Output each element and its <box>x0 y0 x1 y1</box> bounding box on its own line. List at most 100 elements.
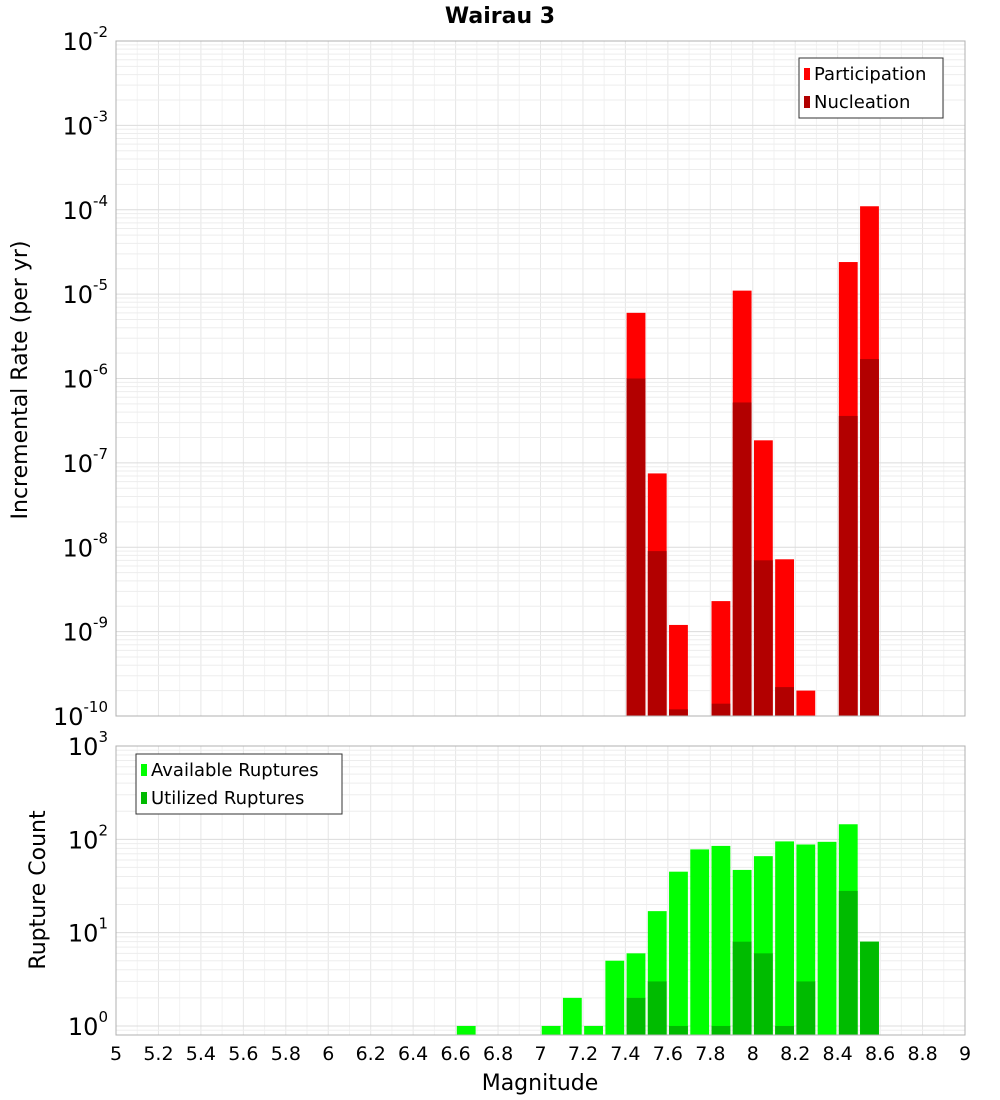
y-tick-label: 10-4 <box>62 192 108 225</box>
bar <box>711 845 731 1035</box>
y-tick-exponent: -4 <box>93 192 108 210</box>
bar <box>669 709 688 716</box>
bar <box>775 687 794 716</box>
x-axis-label: Magnitude <box>482 1071 599 1096</box>
x-tick-label: 7 <box>534 1043 546 1065</box>
y-tick-label: 10-9 <box>62 614 108 647</box>
bar <box>775 841 794 1035</box>
legend-1: Participation Nucleation <box>798 57 944 119</box>
x-tick-label: 5.8 <box>271 1043 301 1065</box>
legend-swatch <box>141 764 147 776</box>
x-tick-label: 8.2 <box>780 1043 810 1065</box>
y-tick-labels-1: 10-210-310-410-510-610-710-810-910-10 <box>53 23 108 731</box>
legend-box <box>798 57 944 119</box>
y-tick-label: 10-7 <box>62 445 108 478</box>
y-tick-exponent: 3 <box>98 728 108 746</box>
bar <box>669 871 688 1035</box>
y-tick-base: 10 <box>62 197 93 225</box>
plot-frame-2 <box>115 745 966 1036</box>
x-tick-label: 7.6 <box>653 1043 683 1065</box>
bar <box>562 997 582 1035</box>
x-tick-label: 6.6 <box>440 1043 470 1065</box>
bar-series-2-2 <box>626 890 879 1035</box>
y-tick-label: 10-8 <box>62 529 108 562</box>
y-tick-base: 10 <box>62 450 93 478</box>
x-tick-label: 5.6 <box>228 1043 258 1065</box>
grid-lines-1 <box>115 41 966 717</box>
x-tick-label: 5 <box>110 1043 122 1065</box>
bar <box>669 624 688 716</box>
y-tick-exponent: -9 <box>93 614 108 632</box>
x-tick-label: 8.8 <box>907 1043 937 1065</box>
bar <box>456 1025 476 1035</box>
bar <box>838 890 858 1035</box>
y-tick-label: 103 <box>68 728 108 761</box>
bar <box>605 960 625 1035</box>
bar <box>753 953 773 1035</box>
bar <box>669 1025 688 1035</box>
y-tick-label: 10-6 <box>62 361 108 394</box>
y-tick-label: 10-2 <box>62 23 108 56</box>
y-tick-base: 10 <box>68 920 99 948</box>
x-tick-label: 7.8 <box>695 1043 725 1065</box>
legend-label: Nucleation <box>814 92 910 113</box>
legend-label: Utilized Ruptures <box>151 788 304 809</box>
legend-label: Participation <box>814 64 926 85</box>
bar <box>796 981 816 1035</box>
y-tick-exponent: -7 <box>93 445 108 463</box>
bar <box>711 703 731 716</box>
y-tick-base: 10 <box>68 826 99 854</box>
legend-swatch <box>141 792 147 804</box>
bar <box>775 1025 794 1035</box>
x-tick-label: 7.4 <box>610 1043 640 1065</box>
x-tick-label: 7.2 <box>568 1043 598 1065</box>
legend-2: Available Ruptures Utilized Ruptures <box>135 753 343 815</box>
y-tick-label: 102 <box>68 821 108 854</box>
y-tick-exponent: 1 <box>98 915 108 933</box>
x-tick-label: 5.2 <box>143 1043 173 1065</box>
y-tick-exponent: -2 <box>93 23 108 41</box>
bar <box>860 941 879 1035</box>
x-tick-labels: 5 5.2 5.4 5.6 5.8 6 6.2 6.4 6.6 6.8 7 7.2 7.4 7.6 7.8 8… <box>110 1043 971 1065</box>
y-tick-label: 101 <box>68 915 108 948</box>
legend-swatch <box>804 96 810 108</box>
bar <box>732 402 752 716</box>
y-tick-exponent: -8 <box>93 529 108 547</box>
legend-box <box>135 753 343 815</box>
bar <box>711 601 731 716</box>
x-tick-label: 8.4 <box>823 1043 853 1065</box>
x-tick-label: 8 <box>747 1043 759 1065</box>
y-tick-exponent: -3 <box>93 107 108 125</box>
y-tick-exponent: 0 <box>98 1008 108 1026</box>
y-tick-base: 10 <box>68 1013 99 1041</box>
y-tick-base: 10 <box>62 534 93 562</box>
bar <box>775 559 794 716</box>
x-tick-label: 6.8 <box>483 1043 513 1065</box>
x-tick-label: 5.4 <box>186 1043 216 1065</box>
y-tick-label: 10-10 <box>53 698 108 731</box>
bar <box>711 1025 731 1035</box>
bar <box>817 841 837 1035</box>
legend-swatch <box>804 68 810 80</box>
y-tick-label: 100 <box>68 1008 108 1041</box>
bottom-y-axis-label: Rupture Count <box>26 810 51 970</box>
x-tick-label: 9 <box>959 1043 971 1065</box>
bar <box>860 359 879 716</box>
x-tick-label: 6 <box>322 1043 334 1065</box>
bar <box>626 997 646 1035</box>
y-tick-base: 10 <box>62 28 93 56</box>
y-tick-label: 10-5 <box>62 276 108 309</box>
x-tick-label: 6.2 <box>356 1043 386 1065</box>
bar <box>647 981 667 1035</box>
bar <box>796 690 816 716</box>
y-tick-label: 10-3 <box>62 107 108 140</box>
x-tick-label: 8.6 <box>865 1043 895 1065</box>
x-tick-label: 6.4 <box>398 1043 428 1065</box>
y-tick-exponent: -6 <box>93 361 108 379</box>
bar <box>838 415 858 716</box>
y-tick-exponent: 2 <box>98 821 108 839</box>
y-tick-exponent: -10 <box>84 698 109 716</box>
y-tick-exponent: -5 <box>93 276 108 294</box>
